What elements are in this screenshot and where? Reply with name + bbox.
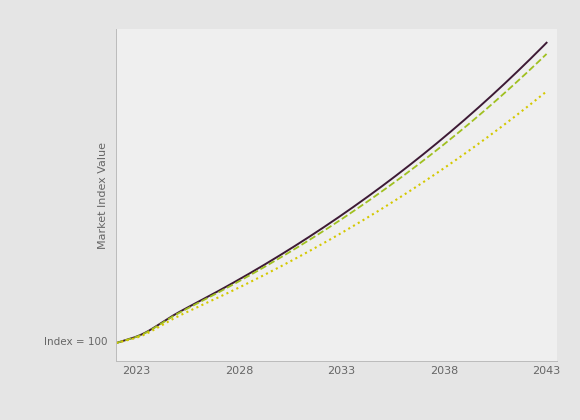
Line: Scenario Low: Scenario Low: [116, 92, 546, 343]
Scenario Low: [369, 212, 376, 217]
Scenario Low: [465, 148, 472, 153]
Scenario Mid: [113, 341, 119, 346]
Scenario High: [543, 40, 550, 45]
Scenario High: [113, 341, 119, 346]
Scenario High: [320, 225, 327, 230]
Scenario Low: [532, 97, 539, 102]
Scenario High: [346, 207, 353, 213]
Scenario Mid: [465, 121, 472, 126]
Scenario Mid: [320, 229, 327, 234]
Scenario Low: [543, 89, 550, 94]
Scenario Mid: [346, 212, 353, 217]
Scenario High: [369, 191, 376, 196]
Scenario Mid: [317, 231, 324, 236]
Y-axis label: Market Index Value: Market Index Value: [97, 142, 108, 249]
Scenario High: [532, 50, 539, 55]
Scenario Mid: [543, 51, 550, 56]
Scenario Mid: [369, 196, 376, 201]
Scenario Mid: [532, 61, 539, 66]
Scenario High: [317, 227, 324, 232]
Scenario Low: [320, 241, 327, 246]
Line: Scenario High: Scenario High: [116, 43, 546, 343]
Line: Scenario Mid: Scenario Mid: [116, 54, 546, 343]
Scenario Low: [317, 242, 324, 247]
Scenario Low: [113, 341, 119, 346]
Text: Index = 100: Index = 100: [44, 337, 108, 347]
Scenario Low: [346, 226, 353, 231]
Scenario High: [465, 113, 472, 118]
